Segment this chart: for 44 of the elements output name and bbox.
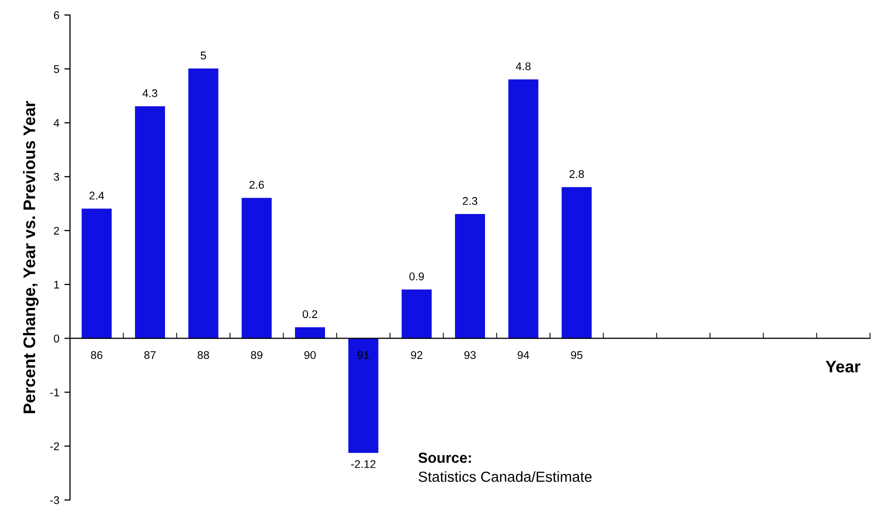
bar (562, 187, 592, 339)
y-tick-label: 4 (54, 119, 60, 127)
data-label: 2.8 (570, 170, 584, 178)
data-label: 4.8 (516, 62, 531, 70)
y-tick-label: -1 (50, 388, 60, 396)
x-tick-label: 91 (358, 351, 369, 359)
annotation: Statistics Canada/Estimate (418, 471, 592, 482)
bar (508, 79, 538, 339)
bar (188, 68, 218, 339)
x-tick-label: 92 (411, 351, 422, 359)
data-label: 5 (200, 52, 206, 60)
x-tick-label: 87 (144, 351, 156, 359)
x-tick-label: 90 (304, 351, 316, 359)
x-axis-title: Year (826, 360, 860, 372)
bar (242, 198, 272, 339)
data-label: 0.9 (409, 272, 424, 280)
bar (294, 327, 326, 339)
data-label: 2.4 (90, 192, 104, 200)
y-tick-label: 5 (54, 65, 60, 74)
y-axis-title: Percent Change, Year vs. Previous Year (22, 101, 39, 414)
y-tick-label: 1 (54, 280, 60, 288)
bar (402, 289, 432, 339)
x-tick-label: 88 (198, 351, 210, 359)
data-label: 4.3 (142, 89, 158, 98)
data-label: 2.6 (250, 180, 264, 189)
bar (134, 106, 166, 339)
bar (82, 208, 112, 339)
x-tick-label: 89 (250, 351, 262, 359)
x-tick-label: 95 (571, 351, 582, 359)
y-tick-label: -3 (50, 496, 60, 504)
bar (454, 214, 486, 339)
y-tick-label: 6 (54, 11, 60, 20)
x-tick-label: 86 (90, 351, 102, 359)
data-label: 2.3 (462, 197, 478, 205)
y-tick-label: -2 (50, 442, 60, 450)
bar (348, 338, 378, 453)
annotation: Source: (418, 452, 471, 463)
y-tick-label: 0 (54, 334, 60, 342)
data-label: -2.12 (351, 460, 376, 468)
y-tick-label: 2 (54, 226, 60, 235)
y-tick-label: 3 (54, 172, 60, 181)
x-tick-label: 94 (518, 351, 530, 359)
x-tick-label: 93 (464, 351, 476, 359)
data-label: 0.2 (302, 310, 318, 318)
